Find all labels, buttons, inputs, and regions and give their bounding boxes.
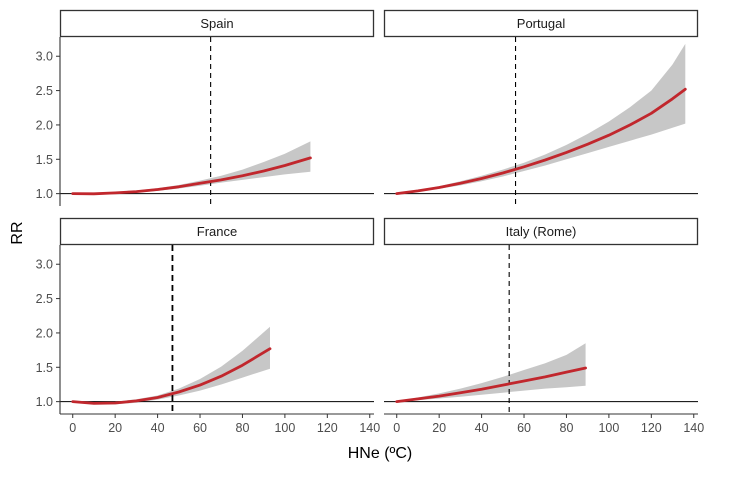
y-tick-label: 3.0 (36, 258, 53, 272)
y-tick-label: 1.5 (36, 361, 53, 375)
facet-strip (383, 217, 699, 246)
x-tick-label: 20 (432, 421, 446, 435)
y-tick-label: 3.0 (36, 50, 53, 64)
rr-curve (71, 156, 312, 196)
panel-portugal: Portugal (383, 9, 699, 206)
panel-france: France 1.0 1.5 2.0 2.5 3.0 0 20 40 60 80 100 120 140 (36, 217, 380, 435)
rr-curve (395, 87, 687, 195)
x-tick-label: 100 (274, 421, 295, 435)
x-tick-label: 60 (517, 421, 531, 435)
x-tick-label: 80 (236, 421, 250, 435)
x-tick-label: 80 (560, 421, 574, 435)
facet-strip-label: Portugal (517, 16, 566, 31)
facet-strip (383, 9, 699, 38)
y-tick-label: 2.5 (36, 292, 53, 306)
confidence-band (72, 326, 270, 405)
facet-strip (59, 9, 375, 38)
x-tick-label: 0 (393, 421, 400, 435)
facet-strip-label: France (197, 224, 237, 239)
x-tick-label: 120 (317, 421, 338, 435)
panel-italy-rome: Italy (Rome) 0 20 40 60 80 100 120 140 (383, 217, 704, 435)
x-axis-title: HNe (ºC) (348, 445, 413, 462)
y-tick-label: 2.5 (36, 84, 53, 98)
x-tick-label: 100 (598, 421, 619, 435)
rr-curve (71, 347, 272, 405)
x-tick-label: 140 (359, 421, 380, 435)
x-tick-label: 140 (683, 421, 704, 435)
y-tick-label: 2.0 (36, 326, 53, 340)
x-tick-label: 60 (193, 421, 207, 435)
panel-spain: Spain 1.0 1.5 2.0 2.5 3.0 (36, 9, 375, 206)
y-tick-label: 2.0 (36, 118, 53, 132)
y-tick-label: 1.0 (36, 187, 53, 201)
x-tick-label: 0 (69, 421, 76, 435)
facet-strip-label: Spain (200, 16, 233, 31)
y-tick-label: 1.0 (36, 395, 53, 409)
y-tick-label: 1.5 (36, 153, 53, 167)
confidence-band (396, 43, 686, 194)
x-tick-label: 20 (108, 421, 122, 435)
x-tick-label: 40 (475, 421, 489, 435)
y-axis-title: RR (9, 221, 26, 244)
confidence-band (396, 343, 586, 402)
x-tick-label: 120 (641, 421, 662, 435)
facet-strip (59, 217, 375, 246)
rr-curve (395, 366, 587, 403)
facet-strip-label: Italy (Rome) (506, 224, 577, 239)
x-tick-label: 40 (151, 421, 165, 435)
